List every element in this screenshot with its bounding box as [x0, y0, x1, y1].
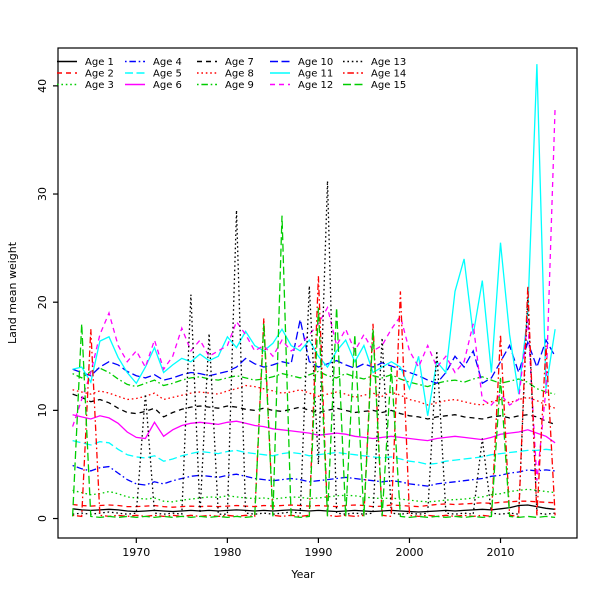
y-tick-label: 30: [36, 187, 49, 201]
legend-label-age-2: Age 2: [85, 69, 114, 80]
y-tick-label: 40: [36, 79, 49, 93]
series-line-age-13: [72, 180, 556, 515]
x-tick-label: 2000: [395, 546, 423, 559]
legend-label-age-8: Age 8: [225, 69, 254, 80]
x-tick-label: 1990: [304, 546, 332, 559]
series-line-age-12: [71, 107, 556, 481]
series-line-age-10: [72, 319, 556, 385]
x-axis-title: Year: [290, 568, 315, 581]
legend-label-age-4: Age 4: [153, 57, 182, 68]
series-line-age-6: [72, 414, 556, 444]
y-axis-title: Land mean weight: [6, 241, 19, 344]
legend-label-age-5: Age 5: [153, 69, 182, 80]
x-tick-label: 2010: [487, 546, 515, 559]
series-line-age-5: [72, 439, 556, 466]
y-tick-label: 20: [36, 295, 49, 309]
plot-box: [57, 47, 578, 539]
legend-label-age-15: Age 15: [371, 80, 406, 91]
legend-label-age-12: Age 12: [298, 80, 333, 91]
series-line-age-15: [71, 215, 556, 519]
x-tick-label: 1980: [213, 546, 241, 559]
legend-label-age-14: Age 14: [371, 69, 406, 80]
legend-label-age-1: Age 1: [85, 57, 114, 68]
legend-label-age-7: Age 7: [225, 57, 254, 68]
legend-label-age-6: Age 6: [153, 80, 182, 91]
series-line-age-11: [72, 64, 556, 416]
legend-label-age-10: Age 10: [298, 57, 333, 68]
y-tick-label: 0: [36, 515, 49, 522]
legend-label-age-3: Age 3: [85, 80, 114, 91]
legend-label-age-9: Age 9: [225, 80, 254, 91]
legend-label-age-13: Age 13: [371, 57, 406, 68]
x-tick-label: 1970: [122, 546, 150, 559]
series-line-age-9: [72, 367, 556, 395]
series-line-age-1: [72, 504, 556, 513]
series-line-age-4: [72, 464, 556, 487]
y-tick-label: 10: [36, 403, 49, 417]
legend-label-age-11: Age 11: [298, 69, 333, 80]
series-line-age-14: [72, 276, 556, 518]
series-line-age-3: [72, 488, 556, 503]
series-line-age-2: [72, 500, 556, 508]
